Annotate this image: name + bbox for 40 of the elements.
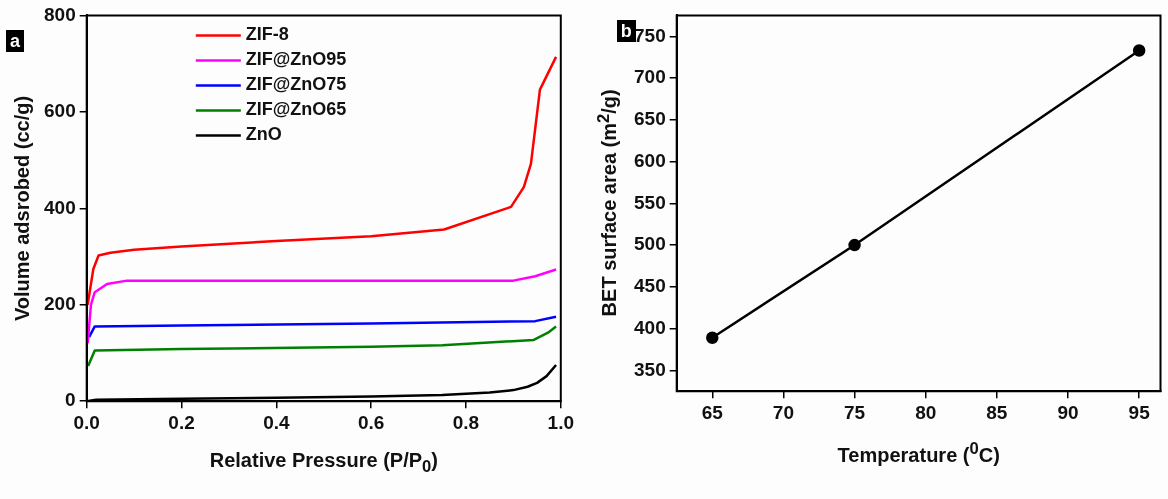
x-axis-title: Temperature ($^{0}$C) — [837, 439, 1000, 467]
point — [1132, 44, 1146, 57]
y-tick-label: 600 — [44, 100, 76, 122]
y-tick-label: 700 — [634, 66, 666, 88]
y-tick-label: 750 — [634, 24, 666, 46]
x-tick-label: 95 — [1128, 401, 1151, 423]
text: b — [616, 20, 636, 42]
y-tick-label: 800 — [44, 3, 76, 25]
x-tick-label: 70 — [772, 401, 794, 423]
y-tick-label: 400 — [44, 196, 76, 218]
x-tick-label: 75 — [844, 401, 866, 423]
x-tick-label: 0.6 — [357, 411, 385, 433]
legend-label: ZIF@ZnO95 — [245, 49, 347, 70]
y-tick-label: 550 — [634, 191, 666, 213]
legend-label: ZnO — [245, 124, 282, 145]
y-tick-label: 650 — [634, 108, 666, 130]
legend-label: ZIF@ZnO65 — [245, 99, 347, 120]
x-tick-label: 65 — [701, 401, 724, 423]
x-tick-label: 0.2 — [168, 411, 195, 433]
y-tick-label: 200 — [44, 292, 76, 314]
y-tick-label: 400 — [634, 316, 666, 338]
text: a — [6, 30, 25, 52]
x-tick-label: 1.0 — [547, 411, 574, 433]
y-axis-title: Volume adsrobed (cc/g) — [10, 95, 34, 321]
y-tick-label: 450 — [634, 275, 666, 297]
y-tick-label: 350 — [634, 358, 666, 380]
legend-label: ZIF@ZnO75 — [245, 74, 347, 95]
x-tick-label: 80 — [915, 401, 937, 423]
point — [706, 331, 719, 344]
x-tick-label: 0.4 — [263, 411, 290, 433]
y-tick-label: 600 — [634, 149, 666, 171]
x-tick-label: 0.0 — [73, 411, 100, 433]
x-tick-label: 85 — [986, 401, 1008, 423]
x-tick-label: 0.8 — [452, 411, 480, 433]
point — [848, 238, 861, 252]
x-axis-title: Relative Pressure (P/P$_{0}$) — [209, 449, 439, 478]
legend-label: ZIF-8 — [245, 24, 289, 45]
x-tick-label: 90 — [1057, 401, 1079, 423]
y-tick-label: 500 — [634, 233, 666, 255]
y-tick-label: 0 — [65, 389, 76, 411]
